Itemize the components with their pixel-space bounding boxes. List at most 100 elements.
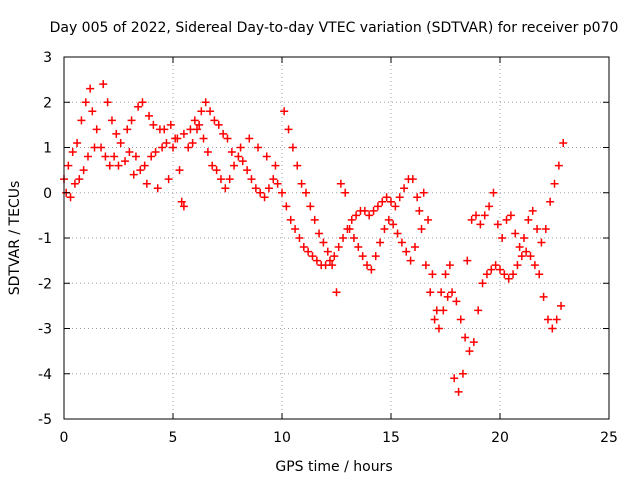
x-tick-label: 25 [600, 430, 618, 446]
data-point [482, 270, 491, 279]
y-tick-label: -1 [38, 231, 52, 247]
data-point [79, 166, 88, 175]
y-tick-label: 2 [43, 95, 52, 111]
data-point [397, 238, 406, 247]
data-point [496, 265, 504, 274]
data-point [469, 338, 478, 347]
data-point [352, 211, 361, 220]
data-point [90, 143, 99, 152]
data-point [319, 238, 328, 247]
data-point [402, 247, 411, 256]
data-point [271, 161, 280, 170]
data-point [419, 188, 428, 197]
data-point [513, 261, 522, 270]
data-point [199, 134, 208, 143]
data-point [334, 243, 343, 252]
data-point [524, 215, 533, 224]
data-point [251, 184, 260, 193]
x-tick-label: 0 [60, 430, 69, 446]
data-point [417, 224, 426, 233]
data-point [160, 125, 169, 134]
data-point [498, 234, 507, 242]
data-point [64, 161, 73, 170]
data-point [378, 197, 387, 206]
y-tick-label: 1 [43, 141, 52, 157]
data-point [140, 161, 149, 170]
data-point [528, 206, 537, 215]
data-point [225, 175, 234, 184]
data-point [66, 193, 75, 202]
data-point [408, 175, 417, 184]
data-point [530, 261, 539, 270]
data-point [389, 220, 398, 229]
data-point [458, 369, 467, 378]
data-point [153, 184, 162, 193]
data-point [448, 288, 457, 297]
y-tick-label: 3 [43, 50, 52, 66]
data-point [526, 252, 535, 261]
data-point [373, 202, 382, 211]
data-point [280, 107, 289, 116]
data-point [301, 188, 310, 197]
data-point [487, 265, 496, 274]
data-point [256, 188, 265, 197]
data-point [121, 157, 130, 166]
data-point [145, 111, 154, 120]
data-point [214, 120, 223, 129]
data-point [286, 215, 295, 224]
data-point [539, 292, 548, 301]
data-point [162, 138, 171, 147]
x-tick-label: 10 [273, 430, 291, 446]
data-point [519, 234, 528, 242]
data-point [548, 324, 557, 333]
data-point [125, 148, 134, 157]
data-point [360, 206, 369, 215]
data-point [260, 193, 269, 202]
data-point [306, 202, 315, 211]
data-point [238, 157, 247, 166]
data-point [105, 161, 114, 170]
data-point [493, 220, 502, 229]
data-point [312, 256, 321, 265]
data-point [147, 152, 156, 161]
chart-title: Day 005 of 2022, Sidereal Day-to-day VTE… [50, 20, 619, 36]
data-point [116, 138, 125, 147]
data-point [227, 148, 236, 157]
data-point [223, 134, 232, 143]
data-point [293, 161, 302, 170]
data-point [169, 143, 177, 152]
data-point [330, 252, 339, 261]
data-point [158, 143, 167, 152]
data-point [195, 120, 204, 129]
data-point [480, 211, 489, 220]
data-point [149, 120, 158, 129]
data-point [537, 238, 546, 247]
data-point [68, 148, 77, 157]
data-point [278, 188, 286, 197]
data-point [101, 152, 110, 161]
data-point [391, 202, 400, 211]
data-point [295, 234, 304, 242]
data-point [347, 215, 356, 224]
data-point [559, 138, 568, 147]
data-point [86, 84, 95, 93]
data-point [103, 98, 112, 107]
data-point [434, 324, 443, 333]
data-point [517, 252, 526, 261]
data-point [554, 161, 563, 170]
data-point [341, 188, 350, 197]
data-point [472, 211, 481, 220]
data-point [445, 261, 454, 270]
data-point [273, 179, 282, 188]
data-point [190, 116, 199, 125]
y-tick-label: 0 [43, 186, 52, 202]
x-axis-label: GPS time / hours [275, 459, 392, 475]
data-point [349, 234, 358, 242]
data-point [430, 315, 439, 324]
data-point [467, 215, 476, 224]
data-point [415, 206, 424, 215]
data-point [485, 202, 494, 211]
data-point [254, 143, 263, 152]
data-point [70, 179, 79, 188]
